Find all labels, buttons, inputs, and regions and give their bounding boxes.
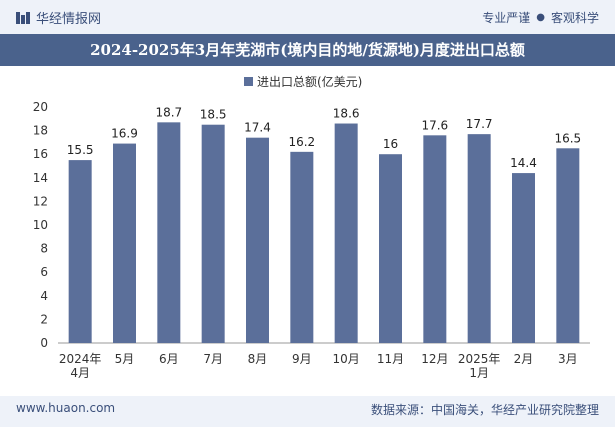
y-tick-label: 2 (40, 312, 48, 326)
y-tick-label: 10 (33, 218, 48, 232)
x-tick-label: 2025年 (458, 352, 501, 366)
bullet-icon: ● (536, 12, 545, 23)
data-label: 17.7 (466, 117, 493, 131)
y-tick-label: 0 (40, 336, 48, 350)
y-tick-label: 4 (40, 289, 48, 303)
data-label: 16.2 (288, 135, 315, 149)
y-tick-label: 8 (40, 242, 48, 256)
y-tick-label: 16 (33, 147, 48, 161)
bar (512, 173, 535, 343)
tagline: 专业严谨 ● 客观科学 (482, 9, 599, 26)
website-link[interactable]: www.huaon.com (16, 401, 116, 415)
data-label: 18.5 (200, 108, 227, 122)
y-tick-label: 12 (33, 194, 48, 208)
top-banner (0, 0, 615, 34)
x-tick-label: 2024年 (59, 352, 102, 366)
tagline-right: 客观科学 (550, 11, 599, 25)
x-tick-label: 2月 (514, 352, 534, 366)
data-label: 17.4 (244, 121, 271, 135)
data-label: 15.5 (67, 143, 94, 157)
data-label: 17.6 (421, 118, 448, 132)
y-tick-label: 20 (33, 100, 48, 114)
x-tick-label: 4月 (70, 366, 90, 380)
bar (113, 143, 136, 343)
data-label: 18.6 (333, 107, 360, 121)
x-tick-label: 8月 (248, 352, 268, 366)
x-tick-label: 3月 (558, 352, 578, 366)
bar (290, 151, 314, 343)
y-tick-label: 18 (33, 124, 48, 138)
x-tick-label: 12月 (421, 352, 448, 366)
bar (423, 135, 447, 343)
legend-label: 进出口总额(亿美元) (257, 74, 362, 89)
bar (556, 148, 580, 343)
y-tick-label: 14 (33, 171, 48, 185)
data-label: 16.5 (554, 131, 581, 145)
data-source: 数据来源：中国海关，华经产业研究院整理 (370, 403, 599, 417)
x-tick-label: 5月 (115, 352, 135, 366)
x-tick-label: 1月 (469, 366, 489, 380)
data-label: 18.7 (155, 105, 182, 119)
brand: 华经情报网 (16, 8, 101, 27)
x-tick-label: 11月 (377, 352, 404, 366)
bar (68, 160, 92, 343)
tagline-left: 专业严谨 (482, 11, 531, 25)
title-banner (0, 34, 615, 66)
x-tick-label: 10月 (333, 352, 360, 366)
legend-swatch (244, 77, 253, 86)
x-tick-label: 7月 (203, 352, 223, 366)
bar (201, 124, 225, 343)
footer-banner (0, 396, 615, 427)
brand-name: 华经情报网 (36, 12, 102, 27)
x-tick-label: 6月 (159, 352, 179, 366)
bar (334, 123, 358, 344)
data-label: 16.9 (111, 127, 138, 141)
data-label: 14.4 (510, 156, 537, 170)
bar (157, 122, 181, 343)
data-label: 16 (383, 137, 398, 151)
chart-title: 2024-2025年3月年芜湖市(境内目的地/货源地)月度进出口总额 (90, 41, 525, 59)
bar (246, 137, 269, 343)
bar (467, 134, 491, 343)
x-tick-label: 9月 (292, 352, 312, 366)
y-tick-label: 6 (40, 265, 48, 279)
bar (379, 154, 402, 343)
logo-icon (16, 11, 30, 24)
